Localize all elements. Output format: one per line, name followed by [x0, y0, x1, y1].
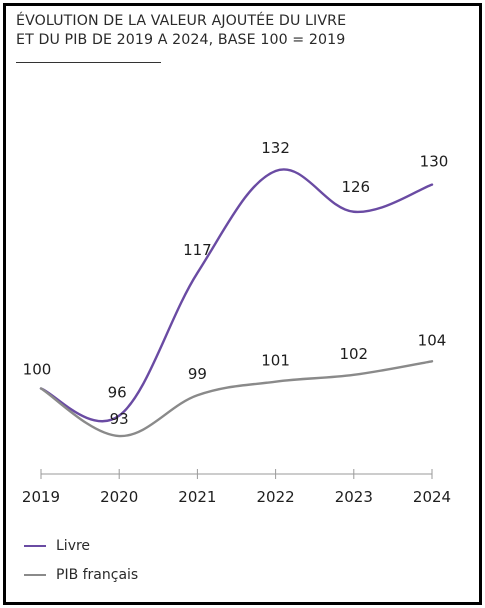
x-axis-tick-label: 2022 — [257, 488, 295, 506]
x-axis-tick-label: 2024 — [413, 488, 451, 506]
data-label: 130 — [420, 153, 449, 171]
data-label: 96 — [108, 384, 127, 402]
data-label: 117 — [183, 241, 212, 259]
legend-swatch-pib — [24, 574, 46, 576]
chart-title-line-1: ÉVOLUTION DE LA VALEUR AJOUTÉE DU LIVRE — [16, 13, 347, 29]
chart-frame: ÉVOLUTION DE LA VALEUR AJOUTÉE DU LIVRE … — [3, 3, 482, 605]
data-label: 104 — [418, 331, 447, 349]
legend-label-livre: Livre — [56, 538, 91, 554]
legend-swatch-livre — [24, 545, 46, 547]
legend-label-pib: PIB français — [56, 567, 139, 583]
chart-title-line-2: ET DU PIB DE 2019 A 2024, BASE 100 = 201… — [16, 32, 346, 48]
data-label: 99 — [188, 365, 207, 383]
x-axis-tick-label: 2019 — [22, 488, 60, 506]
legend-item-pib: PIB français — [24, 567, 138, 583]
data-label: 93 — [110, 410, 129, 428]
series-line-livre — [39, 168, 434, 423]
x-axis-tick-label: 2020 — [100, 488, 138, 506]
x-axis-tick-label: 2023 — [335, 488, 373, 506]
data-label: 100 — [23, 360, 52, 378]
legend-item-livre: Livre — [24, 538, 90, 554]
data-label: 101 — [261, 352, 290, 370]
x-axis-tick-label: 2021 — [178, 488, 216, 506]
data-label: 126 — [341, 178, 370, 196]
data-label: 132 — [261, 139, 290, 157]
chart-title: ÉVOLUTION DE LA VALEUR AJOUTÉE DU LIVRE … — [16, 12, 456, 50]
title-underline — [16, 62, 161, 63]
data-label: 102 — [339, 345, 368, 363]
series-line-pib — [39, 360, 434, 438]
